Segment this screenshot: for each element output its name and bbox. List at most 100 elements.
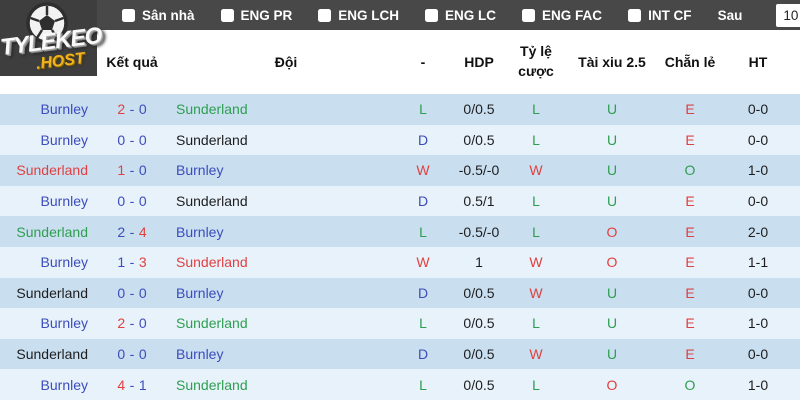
hdp-line-cell: 0/0.5 bbox=[463, 131, 495, 148]
col-header-hdp-result: - bbox=[420, 54, 426, 70]
checkbox-icon[interactable] bbox=[628, 8, 642, 22]
hdp-result-cell: L bbox=[419, 376, 427, 393]
score-cell: 0 - 0 bbox=[92, 285, 172, 301]
col-header-odds: Tỷ lệ cược bbox=[518, 43, 554, 79]
hdp-line-cell: -0.5/-0 bbox=[458, 223, 500, 240]
score-separator: - bbox=[129, 376, 135, 393]
col-header-ht: HT bbox=[748, 54, 768, 70]
odd-even-cell: O bbox=[684, 162, 696, 179]
table-row: Burnley 4 - 1 Sunderland L 0/0.5 L O O 1… bbox=[0, 369, 800, 400]
soccer-ball-icon bbox=[26, 2, 68, 44]
odds-result-cell: W bbox=[529, 284, 543, 301]
odd-even-cell: E bbox=[685, 346, 695, 363]
home-score: 2 bbox=[117, 223, 126, 240]
hdp-line-cell: 0/0.5 bbox=[463, 315, 495, 332]
hdp-result-cell: L bbox=[419, 101, 427, 118]
filter-label: Sân nhà bbox=[142, 7, 195, 23]
score-cell: 2 - 4 bbox=[92, 224, 172, 240]
away-score: 3 bbox=[138, 254, 147, 271]
score-cell: 2 - 0 bbox=[92, 101, 172, 117]
odds-result-cell: W bbox=[529, 162, 543, 179]
score-separator: - bbox=[129, 346, 135, 363]
match-count-dropdown[interactable]: 10 ▾ bbox=[776, 3, 800, 27]
away-team-cell: Burnley bbox=[176, 284, 224, 301]
score-separator: - bbox=[129, 254, 135, 271]
score-cell: 1 - 0 bbox=[92, 162, 172, 178]
home-team-cell: Burnley bbox=[40, 193, 88, 210]
checkbox-icon[interactable] bbox=[425, 8, 439, 22]
home-team-cell: Burnley bbox=[40, 376, 88, 393]
league-filter[interactable]: ENG PR bbox=[220, 7, 293, 23]
score-cell: 2 - 0 bbox=[92, 315, 172, 331]
away-team-cell: Sunderland bbox=[176, 376, 248, 393]
hdp-result-cell: D bbox=[417, 131, 429, 148]
league-filter[interactable]: ENG LC bbox=[425, 8, 496, 23]
filter-label: ENG FAC bbox=[542, 7, 603, 23]
away-score: 0 bbox=[138, 193, 147, 210]
home-team-cell: Sunderland bbox=[16, 346, 88, 363]
hdp-line-cell: 1 bbox=[475, 254, 483, 271]
checkbox-icon[interactable] bbox=[318, 8, 332, 22]
ht-score-cell: 0-0 bbox=[747, 101, 769, 118]
table-body: Burnley 2 - 0 Sunderland L 0/0.5 L U E 0… bbox=[0, 94, 800, 400]
odds-result-cell: L bbox=[532, 223, 540, 240]
col-header-odd-even: Chẵn lẻ bbox=[664, 54, 716, 70]
away-score: 0 bbox=[138, 346, 147, 363]
checkbox-icon[interactable] bbox=[522, 8, 536, 22]
ht-score-cell: 1-0 bbox=[747, 315, 769, 332]
filter-label: ENG PR bbox=[240, 7, 293, 23]
table-row: Burnley 2 - 0 Sunderland L 0/0.5 L U E 0… bbox=[0, 94, 800, 125]
over-under-cell: U bbox=[606, 193, 618, 210]
away-team-cell: Burnley bbox=[176, 346, 224, 363]
ht-score-cell: 2-0 bbox=[747, 223, 769, 240]
odd-even-cell: E bbox=[685, 284, 695, 301]
score-cell: 0 - 0 bbox=[92, 193, 172, 209]
match-count-value: 10 bbox=[783, 7, 799, 23]
checkbox-icon[interactable] bbox=[220, 8, 234, 22]
checkbox-icon[interactable] bbox=[122, 8, 135, 22]
score-cell: 4 - 1 bbox=[92, 377, 172, 393]
ht-score-cell: 1-0 bbox=[747, 376, 769, 393]
away-team-cell: Sunderland bbox=[176, 315, 248, 332]
league-filter[interactable]: ENG FAC bbox=[522, 8, 602, 23]
odd-even-cell: E bbox=[685, 131, 695, 148]
league-filter[interactable]: Sân nhà bbox=[122, 8, 195, 23]
away-score: 0 bbox=[138, 131, 147, 148]
odds-result-cell: W bbox=[529, 346, 543, 363]
home-score: 1 bbox=[117, 254, 126, 271]
away-team-cell: Burnley bbox=[176, 223, 224, 240]
away-score: 1 bbox=[138, 376, 147, 393]
table-row: Sunderland 0 - 0 Burnley D 0/0.5 W U E 0… bbox=[0, 338, 800, 370]
score-cell: 0 - 0 bbox=[92, 346, 172, 362]
home-score: 4 bbox=[117, 376, 126, 393]
odds-result-cell: L bbox=[532, 315, 540, 332]
home-team-cell: Sunderland bbox=[16, 284, 88, 301]
over-under-cell: U bbox=[606, 131, 618, 148]
home-score: 0 bbox=[117, 193, 126, 210]
odds-result-cell: L bbox=[532, 376, 540, 393]
ht-score-cell: 0-0 bbox=[747, 284, 769, 301]
col-header-team: Đội bbox=[274, 54, 298, 70]
league-filter[interactable]: INT CF bbox=[628, 8, 692, 23]
over-under-cell: U bbox=[606, 162, 618, 179]
table-row: Burnley 0 - 0 Sunderland D 0/0.5 L U E 0… bbox=[0, 124, 800, 156]
away-team-cell: Sunderland bbox=[176, 101, 248, 118]
table-row: Sunderland 0 - 0 Burnley D 0/0.5 W U E 0… bbox=[0, 277, 800, 309]
home-score: 2 bbox=[117, 315, 126, 332]
away-score: 0 bbox=[138, 315, 147, 332]
odds-result-cell: L bbox=[532, 131, 540, 148]
hdp-result-cell: D bbox=[417, 193, 429, 210]
odd-even-cell: E bbox=[685, 315, 695, 332]
filter-label: INT CF bbox=[648, 7, 692, 23]
odds-result-cell: L bbox=[532, 101, 540, 118]
site-logo[interactable]: TYLEKEO .HOST bbox=[0, 0, 103, 76]
home-score: 0 bbox=[117, 131, 126, 148]
score-separator: - bbox=[129, 193, 135, 210]
filter-label: ENG LCH bbox=[338, 7, 400, 23]
hdp-line-cell: -0.5/-0 bbox=[458, 162, 500, 179]
odds-result-cell: L bbox=[532, 193, 540, 210]
league-filter[interactable]: ENG LCH bbox=[318, 8, 399, 23]
table-row: Burnley 2 - 0 Sunderland L 0/0.5 L U E 1… bbox=[0, 308, 800, 339]
home-score: 0 bbox=[117, 346, 126, 363]
ht-score-cell: 0-0 bbox=[747, 346, 769, 363]
